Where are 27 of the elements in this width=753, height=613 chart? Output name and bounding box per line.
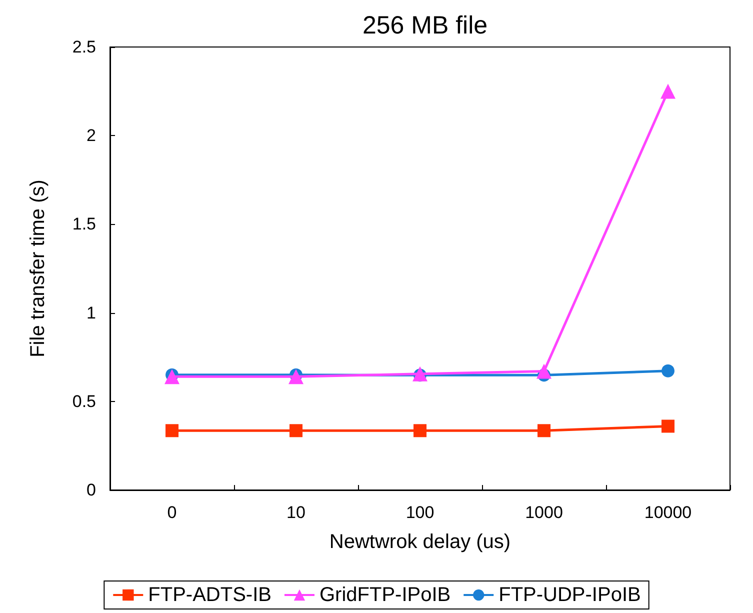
y-tick-label: 0.5 [72, 392, 96, 411]
x-tick-label: 1000 [525, 503, 563, 522]
point [288, 369, 304, 384]
point [414, 424, 426, 438]
x-axis-title: Newtwrok delay (us) [329, 531, 511, 553]
x-tick-label: 100 [406, 503, 434, 522]
y-tick-label: 1.5 [72, 214, 96, 234]
point [536, 364, 552, 379]
x-tick-label: 10 [286, 503, 306, 522]
legend-label: FTP-UDP-IPoIB [498, 584, 641, 606]
legend-label: FTP-ADTS-IB [148, 584, 272, 606]
x-tick-label: 10000 [644, 503, 692, 522]
y-tick-label: 2.5 [72, 38, 96, 56]
y-tick-label: 0 [86, 480, 96, 500]
x-tick-label: 0 [167, 503, 177, 522]
point [538, 424, 550, 438]
y-axis-title: File transfer time (s) [27, 180, 49, 358]
point [164, 369, 180, 384]
point [662, 420, 674, 433]
chart-title: 256 MB file [362, 12, 488, 40]
point [290, 424, 302, 438]
point [662, 364, 674, 378]
point [166, 424, 178, 438]
legend-label: GridFTP-IPoIB [319, 584, 451, 606]
y-tick-label: 1 [86, 303, 96, 322]
point [660, 84, 676, 99]
y-tick-label: 2 [86, 126, 96, 146]
